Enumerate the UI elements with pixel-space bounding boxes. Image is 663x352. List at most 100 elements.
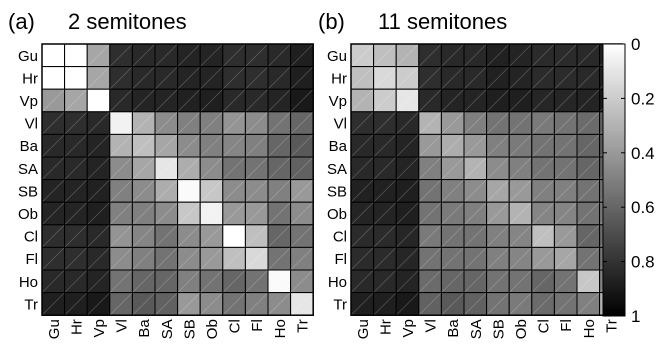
cell-hatch <box>86 88 111 113</box>
cell-hatch <box>245 66 269 90</box>
cell-hatch <box>64 292 88 316</box>
col-label-SA: SA <box>468 319 485 339</box>
cell-hatch <box>576 201 600 226</box>
cell-hatch <box>267 247 291 271</box>
cell-hatch <box>290 269 314 293</box>
cell-hatch <box>245 88 269 113</box>
col-label-Ho: Ho <box>581 319 598 338</box>
cell-hatch <box>486 247 510 271</box>
cell-hatch <box>418 88 442 113</box>
cell-hatch <box>350 156 374 180</box>
cell-hatch <box>41 201 65 226</box>
row-label-Hr: Hr <box>331 70 347 87</box>
cell-hatch <box>267 134 291 158</box>
cell-hatch <box>350 66 374 90</box>
cell-hatch <box>267 43 291 67</box>
cell-hatch <box>508 66 533 90</box>
cell-hatch <box>86 201 111 226</box>
cell-hatch <box>41 111 65 135</box>
cell-hatch <box>132 201 156 226</box>
cell-hatch <box>290 43 314 67</box>
cell-hatch <box>508 179 533 203</box>
row-label-Ho: Ho <box>19 274 38 291</box>
cell-hatch <box>508 156 533 180</box>
cell-hatch <box>576 134 600 158</box>
col-label-Gu: Gu <box>355 319 372 339</box>
cell-hatch <box>64 224 88 248</box>
cell-hatch <box>486 156 510 180</box>
cell-hatch <box>245 111 269 135</box>
cell-hatch <box>531 156 555 180</box>
col-label-Ho: Ho <box>272 319 289 338</box>
col-label-Ob: Ob <box>513 319 530 339</box>
cell-hatch <box>177 111 201 135</box>
cell-hatch <box>418 156 442 180</box>
cell-hatch <box>418 292 442 316</box>
row-label-Ho: Ho <box>328 274 347 291</box>
cell-hatch <box>267 269 291 293</box>
heatmap-panel-b: (b) 11 semitones GuHrVpVlBaSASBObClFlHoT… <box>318 9 623 339</box>
cell-hatch <box>199 179 224 203</box>
cell-hatch <box>373 66 397 90</box>
row-label-SA: SA <box>18 161 38 178</box>
cell-hatch <box>177 179 201 203</box>
cell-hatch <box>154 111 178 135</box>
cell-hatch <box>109 269 133 293</box>
cell-hatch <box>64 179 88 203</box>
col-label-Hr: Hr <box>68 319 85 335</box>
col-label-Tr: Tr <box>603 319 620 333</box>
cell-hatch <box>486 88 510 113</box>
cell-hatch <box>576 43 600 67</box>
cell-hatch <box>463 179 487 203</box>
colorbar: 0 0.2 0.4 0.6 0.8 1 <box>602 35 655 326</box>
cell-hatch <box>441 269 465 293</box>
cell-hatch <box>373 224 397 248</box>
cell-hatch <box>441 134 465 158</box>
cell-hatch <box>373 156 397 180</box>
col-label-Vl: Vl <box>423 319 440 332</box>
cell-hatch <box>132 292 156 316</box>
cell-hatch <box>41 292 65 316</box>
row-label-Cl: Cl <box>333 229 347 246</box>
heatmap-a-row-labels: Gu Hr Vp Vl Ba SA SB Ob Cl Fl Ho Tr <box>18 48 39 314</box>
colorbar-tick-label: 0.6 <box>631 198 655 217</box>
cell-hatch <box>373 43 397 67</box>
cell-hatch <box>441 111 465 135</box>
cell-hatch <box>132 269 156 293</box>
cell-hatch <box>109 247 133 271</box>
row-label-Gu: Gu <box>18 48 38 65</box>
cell-hatch <box>395 201 420 226</box>
cell-hatch <box>199 66 224 90</box>
cell-hatch <box>267 66 291 90</box>
cell-hatch <box>86 134 111 158</box>
cell-hatch <box>109 292 133 316</box>
cell-hatch <box>350 224 374 248</box>
cell-hatch <box>86 224 111 248</box>
cell-hatch <box>199 247 224 271</box>
cell-hatch <box>154 292 178 316</box>
cell-hatch <box>554 224 578 248</box>
row-label-Fl: Fl <box>335 251 348 268</box>
cell-hatch <box>109 88 133 113</box>
cell-hatch <box>531 111 555 135</box>
heatmap-panel-a: (a) 2 semitones GuHrVpVlBaSASBObClFlHoTr… <box>8 9 314 339</box>
cell-hatch <box>395 66 420 90</box>
cell-hatch <box>395 224 420 248</box>
cell-hatch <box>199 43 224 67</box>
cell-hatch <box>486 224 510 248</box>
cell-hatch <box>109 43 133 67</box>
cell-hatch <box>576 156 600 180</box>
panel-a-label: (a) <box>8 9 35 34</box>
cell-hatch <box>486 43 510 67</box>
cell-hatch <box>86 111 111 135</box>
col-label-Vp: Vp <box>400 319 417 337</box>
cell-hatch <box>154 247 178 271</box>
cell-hatch <box>177 43 201 67</box>
cell-hatch <box>132 224 156 248</box>
cell-hatch <box>109 111 133 135</box>
cell-hatch <box>463 88 487 113</box>
cell-hatch <box>531 179 555 203</box>
col-label-Fl: Fl <box>558 319 575 332</box>
cell-hatch <box>267 224 291 248</box>
cell-hatch <box>463 269 487 293</box>
